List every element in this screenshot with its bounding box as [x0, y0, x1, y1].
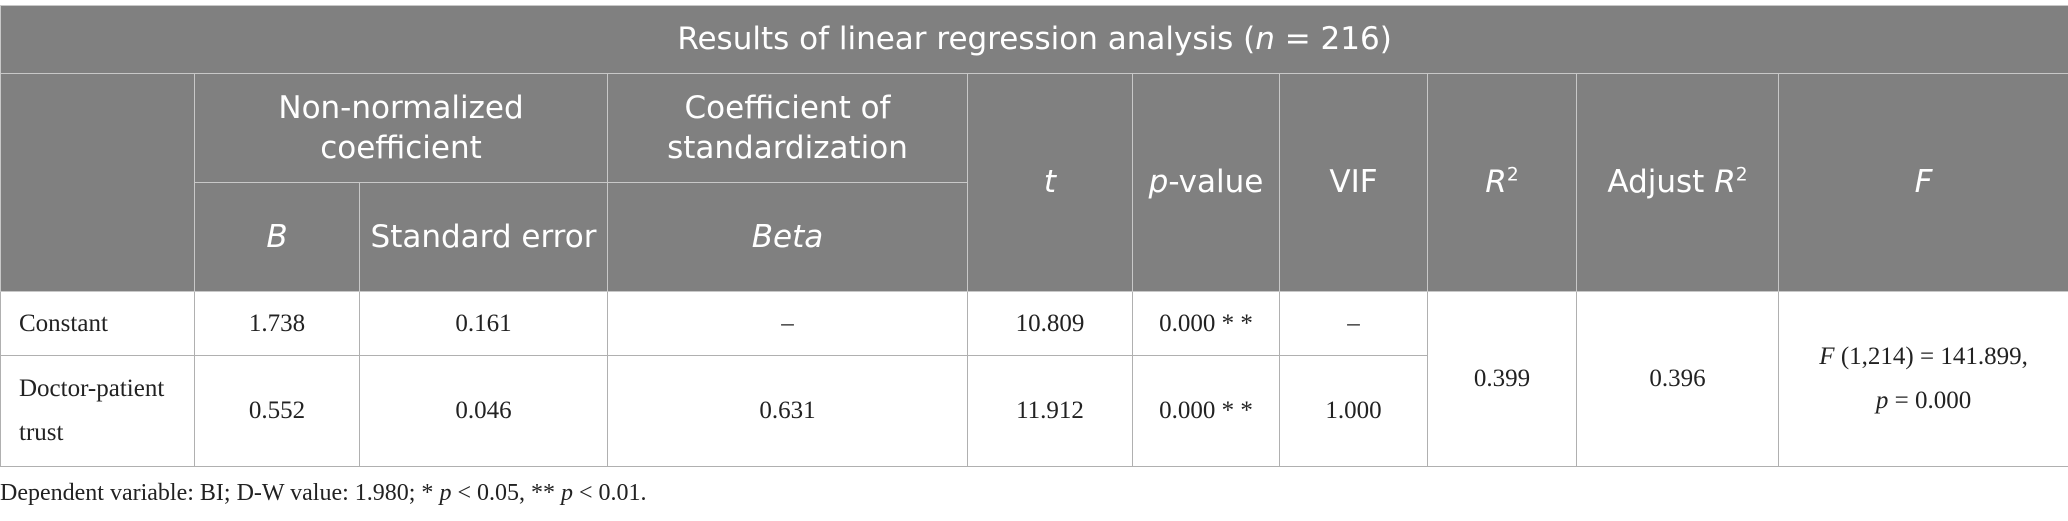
header-text: -value: [1168, 164, 1264, 201]
cell: 0.000 * *: [1132, 291, 1280, 356]
cell-text: = 0.000: [1888, 387, 1972, 414]
footnote-text: p: [439, 480, 452, 506]
row-label: Constant: [0, 291, 195, 356]
cell: 0.399: [1427, 291, 1577, 467]
cell: 0.631: [607, 355, 968, 467]
header-text: 2: [1506, 165, 1519, 187]
footnote-text: Dependent variable: BI; D-W value: 1.980…: [0, 480, 440, 506]
footnote-text: < 0.01.: [572, 480, 647, 506]
header-cell: Standard error: [359, 182, 608, 292]
footnote-text: p: [560, 480, 573, 506]
cell: 10.809: [967, 291, 1133, 356]
cell: 0.161: [359, 291, 608, 356]
cell: 0.046: [359, 355, 608, 467]
row-label: Doctor-patient trust: [0, 355, 195, 467]
header-text: R: [1714, 164, 1736, 201]
cell: 0.000 * *: [1132, 355, 1280, 467]
cell: 0.396: [1576, 291, 1779, 467]
header-cell: [0, 73, 195, 292]
header-cell: Coefficient of standardization: [607, 73, 968, 183]
cell-text: p: [1875, 387, 1889, 414]
header-cell: p-value: [1132, 73, 1280, 292]
cell: 1.738: [194, 291, 360, 356]
header-cell: Non-normalized coefficient: [194, 73, 608, 183]
header-cell: R2: [1427, 73, 1577, 292]
cell: 0.552: [194, 355, 360, 467]
header-cell: VIF: [1279, 73, 1428, 292]
header-text: R: [1485, 164, 1507, 201]
cell: F (1,214) = 141.899, p = 0.000: [1777, 291, 2068, 467]
header-cell: B: [194, 182, 360, 292]
header-cell: F: [1777, 73, 2068, 292]
header-text: p: [1148, 164, 1169, 201]
title-text: n: [1255, 21, 1275, 58]
cell-text: F: [1819, 343, 1835, 371]
cell: 1.000: [1279, 355, 1428, 467]
header-text: Adjust: [1607, 164, 1715, 201]
cell-text: (1,214) = 141.899,: [1834, 343, 2028, 371]
footnote: Dependent variable: BI; D-W value: 1.980…: [0, 480, 647, 507]
regression-table: Results of linear regression analysis (n…: [0, 5, 2068, 467]
title-text: = 216): [1274, 21, 1392, 58]
cell: –: [607, 291, 968, 356]
cell: –: [1279, 291, 1428, 356]
table-title: Results of linear regression analysis (n…: [0, 5, 2068, 74]
cell: 11.912: [967, 355, 1133, 467]
header-cell: t: [967, 73, 1133, 292]
header-cell: Beta: [607, 182, 968, 292]
header-cell: Adjust R2: [1576, 73, 1779, 292]
footnote-text: < 0.05, **: [451, 480, 561, 506]
title-text: Results of linear regression analysis (: [677, 21, 1256, 58]
header-text: 2: [1735, 165, 1748, 187]
